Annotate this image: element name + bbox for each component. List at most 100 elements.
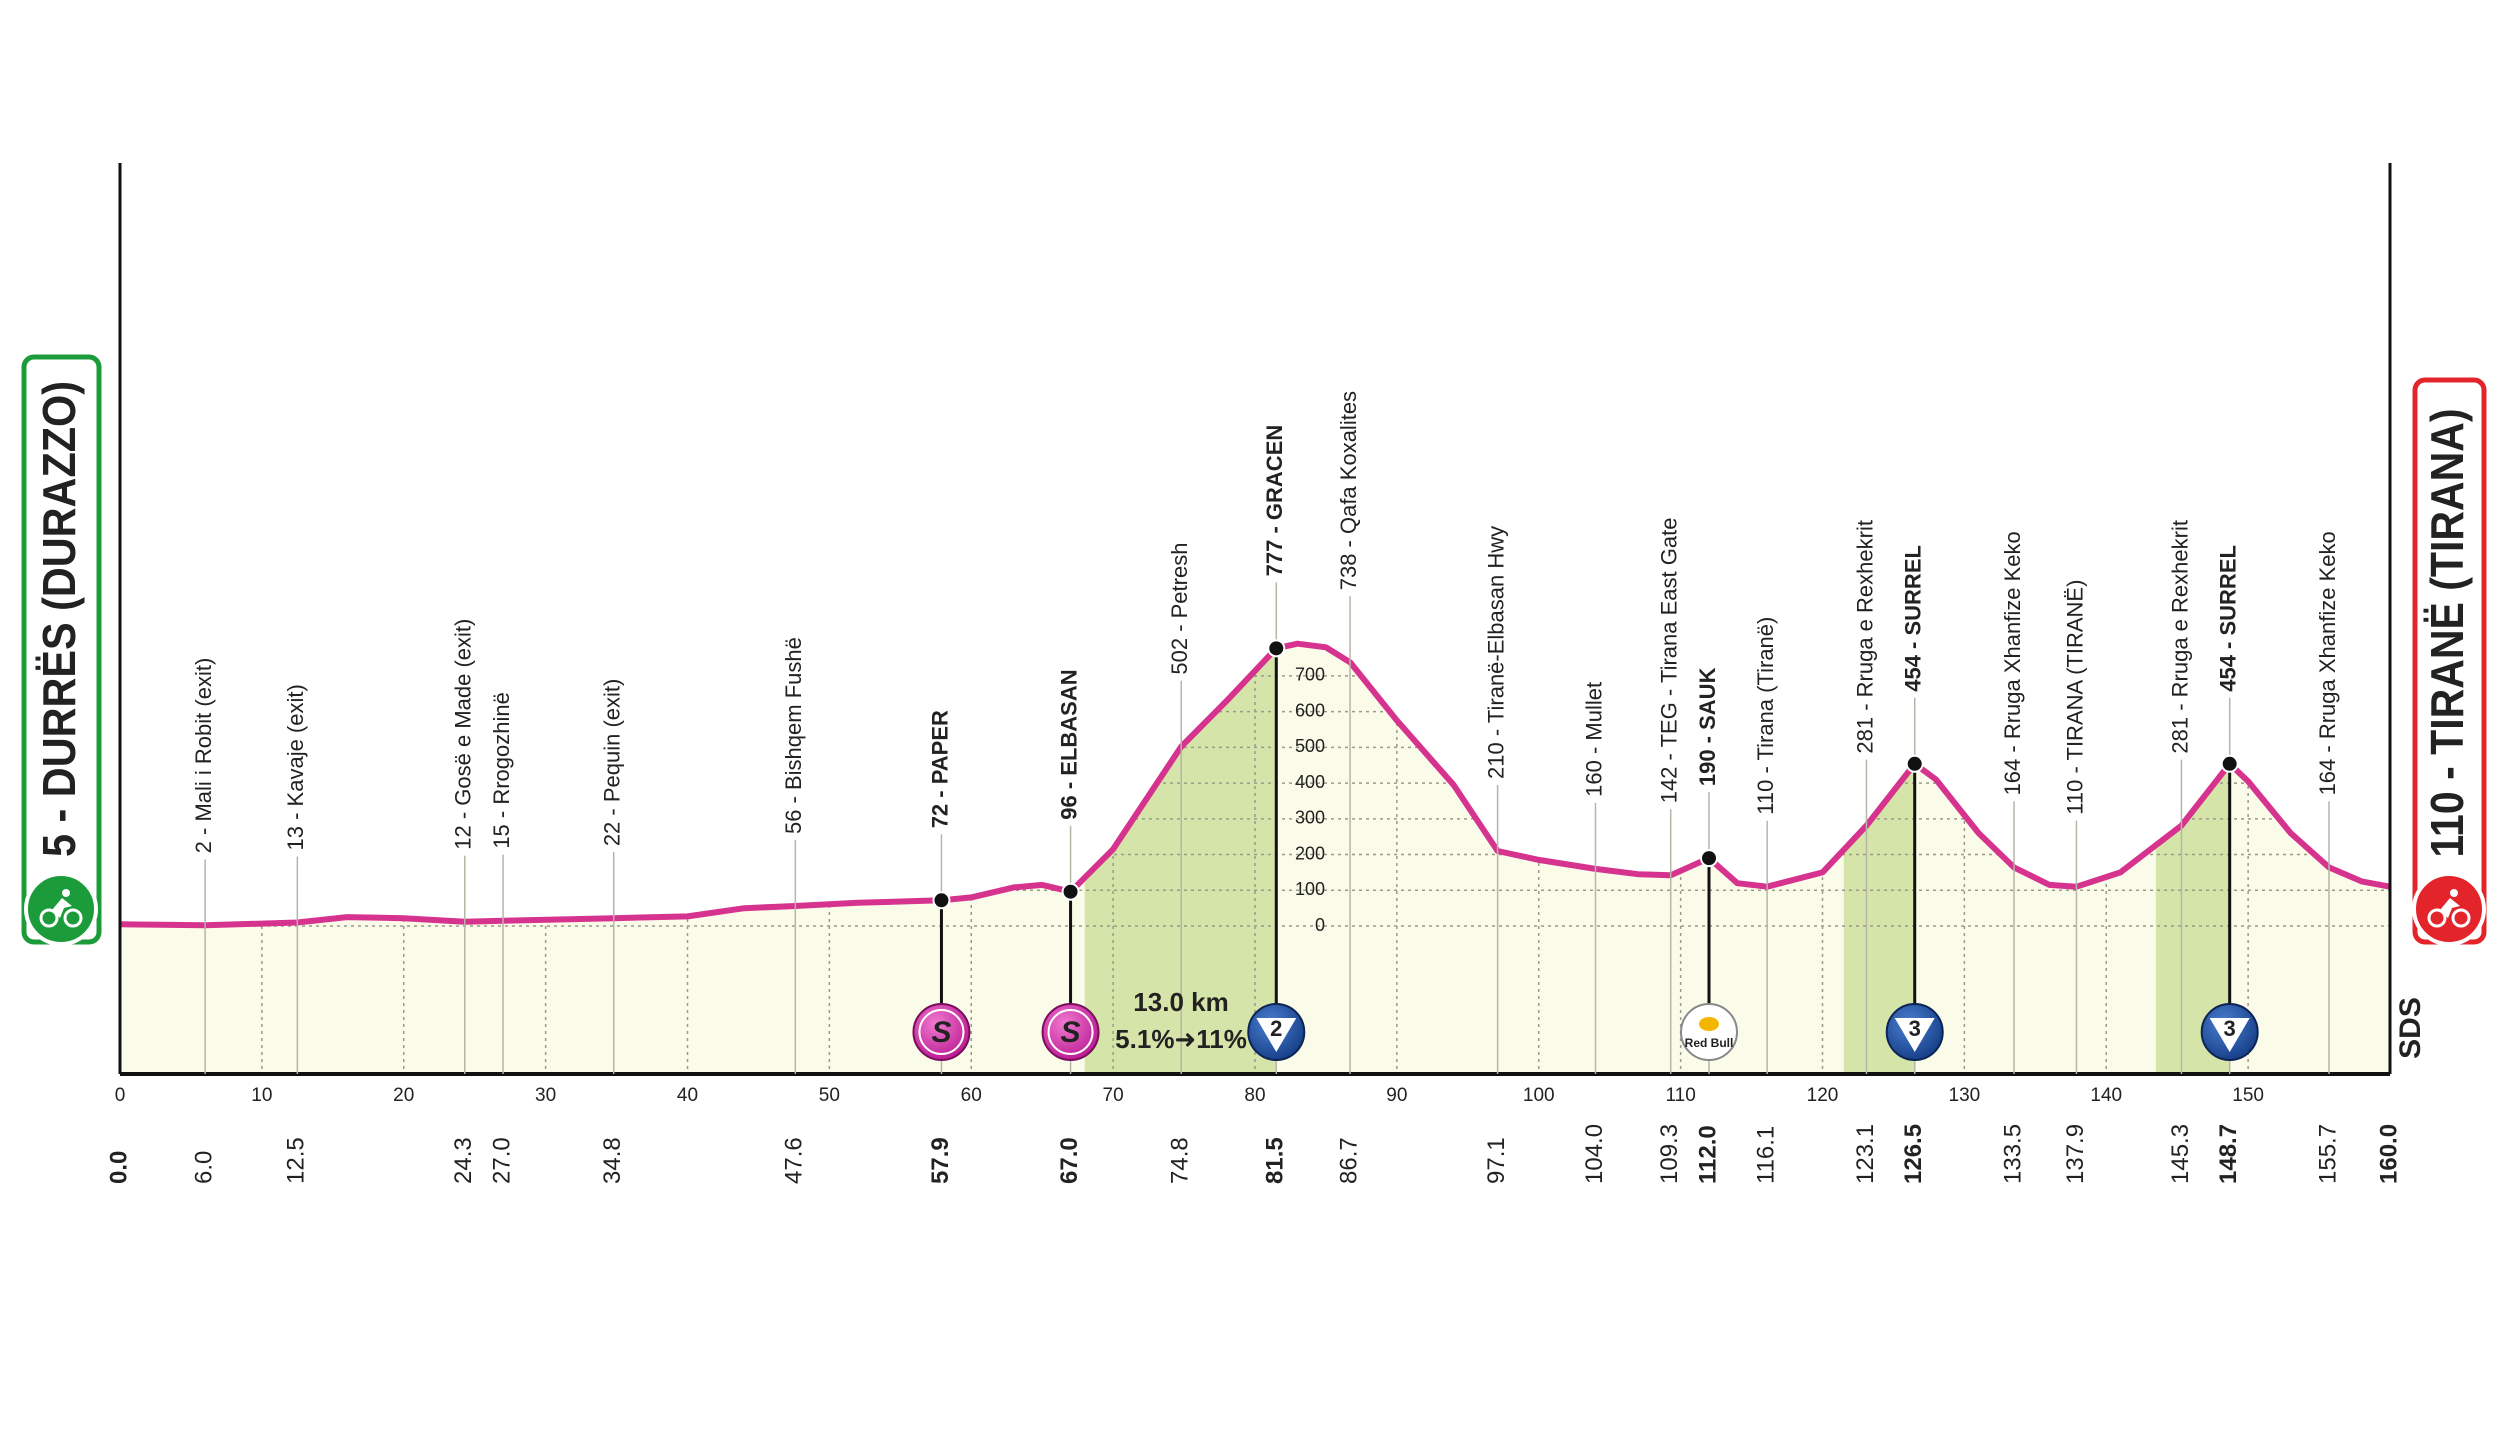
waypoint-name: 164 - Rruga Xhanfize Keko bbox=[2315, 531, 2340, 795]
km-label: 123.1 bbox=[1852, 1124, 1879, 1184]
y-tick-label: 600 bbox=[1295, 700, 1325, 720]
y-tick-label: 500 bbox=[1295, 736, 1325, 756]
waypoint-name: 56 - Bishqem Fushë bbox=[781, 637, 806, 834]
km-label: 27.0 bbox=[488, 1137, 515, 1184]
waypoint-name: 210 - Tiranë-Elbasan Hwy bbox=[1483, 526, 1508, 779]
waypoint-name: 142 - TEG - Tirana East Gate bbox=[1657, 518, 1682, 804]
km-label: 0.0 bbox=[105, 1151, 132, 1184]
km-label: 112.0 bbox=[1694, 1125, 1721, 1184]
km-label: 109.3 bbox=[1656, 1124, 1683, 1184]
cyclist-icon bbox=[2427, 889, 2471, 928]
x-tick-label: 10 bbox=[251, 1085, 272, 1106]
x-tick-label: 60 bbox=[961, 1085, 982, 1106]
x-tick-label: 0 bbox=[115, 1085, 126, 1106]
redbull-label: Red Bull bbox=[1685, 1036, 1734, 1050]
km-label: 67.0 bbox=[1056, 1137, 1083, 1184]
waypoint-name: 96 - ELBASAN bbox=[1056, 669, 1081, 819]
waypoint-name: 738 - Qafa Koxalites bbox=[1336, 391, 1361, 590]
waypoint-name: 15 - Rrogozhinë bbox=[489, 692, 514, 849]
km-label: 12.5 bbox=[283, 1137, 310, 1184]
km-label: 24.3 bbox=[450, 1137, 477, 1184]
kom-label: 3 bbox=[2224, 1016, 2236, 1041]
x-tick-label: 110 bbox=[1665, 1085, 1695, 1106]
sprint-ring bbox=[1047, 1009, 1094, 1055]
waypoint-name: 72 - PAPER bbox=[927, 710, 952, 828]
y-tick-label: 300 bbox=[1295, 808, 1325, 828]
waypoint-name: 110 - TIRANA (TIRANË) bbox=[2062, 580, 2087, 815]
waypoint-name: 281 - Rruga e Rexhekrit bbox=[1852, 520, 1877, 754]
kom-triangle bbox=[2209, 1018, 2250, 1052]
cyclist-icon bbox=[39, 889, 83, 928]
waypoint-name: 160 - Mullet bbox=[1581, 682, 1606, 797]
x-tick-label: 130 bbox=[1949, 1085, 1981, 1106]
logo: SDS bbox=[2394, 997, 2427, 1059]
redbull-icon bbox=[1680, 1003, 1738, 1061]
plot: 0 100 200 300 400 500 600 700 0 10 20 30 40 50 60 70 80 9… bbox=[105, 163, 2402, 1184]
start-label: 5 - DURRËS (DURAZZO) bbox=[33, 381, 85, 857]
km-label: 6.0 bbox=[190, 1151, 217, 1184]
waypoint-dot bbox=[1267, 639, 1286, 658]
km-label: 116.1 bbox=[1753, 1126, 1780, 1184]
waypoint-name: 12 - Gosë e Made (exit) bbox=[451, 619, 476, 850]
y-tick-label: 0 bbox=[1315, 915, 1325, 935]
sprint-label: S bbox=[1061, 1016, 1081, 1049]
kom-triangle bbox=[1256, 1018, 1297, 1052]
y-tick-label: 400 bbox=[1295, 772, 1325, 792]
sprint-ring bbox=[918, 1009, 965, 1055]
sprint-icon bbox=[1041, 1003, 1100, 1061]
x-tick-label: 120 bbox=[1807, 1085, 1839, 1106]
y-tick-label: 700 bbox=[1295, 665, 1325, 685]
waypoint-name: 454 - SURREL bbox=[2215, 545, 2240, 692]
x-tick-label: 20 bbox=[393, 1085, 414, 1106]
x-tick-label: 140 bbox=[2090, 1085, 2122, 1106]
km-label: 97.1 bbox=[1483, 1137, 1510, 1184]
km-label: 148.7 bbox=[2215, 1124, 2242, 1184]
waypoint-dot bbox=[2220, 754, 2239, 773]
x-tick-label: 90 bbox=[1386, 1085, 1407, 1106]
redbull-sun bbox=[1699, 1017, 1719, 1031]
kom-triangle bbox=[1894, 1018, 1935, 1052]
waypoint-name: 281 - Rruga e Rexhekrit bbox=[2167, 520, 2192, 754]
waypoint-name: 110 - Tirana (Tiranë) bbox=[1753, 617, 1778, 815]
climb-note: 5.1%➜11% bbox=[1115, 1024, 1247, 1054]
waypoint-name: 777 - GRACEN bbox=[1262, 425, 1287, 577]
finish-label: 110 - TIRANË (TIRANA) bbox=[2421, 409, 2473, 858]
waypoint-name: 13 - Kavaje (exit) bbox=[283, 684, 308, 850]
waypoint-name: 502 - Petresh bbox=[1167, 543, 1192, 675]
sprint-icon bbox=[912, 1003, 971, 1061]
x-tick-label: 30 bbox=[535, 1085, 556, 1106]
km-label: 160.0 bbox=[2375, 1124, 2402, 1184]
km-label: 86.7 bbox=[1335, 1137, 1362, 1184]
waypoint-dot bbox=[932, 891, 951, 910]
km-label: 137.9 bbox=[2062, 1124, 2089, 1184]
climb-note: 13.0 km bbox=[1133, 987, 1228, 1017]
km-label: 104.0 bbox=[1581, 1124, 1608, 1184]
waypoint-name: 22 - Pequin (exit) bbox=[600, 679, 625, 847]
x-tick-label: 80 bbox=[1244, 1085, 1265, 1106]
waypoint-dot bbox=[1700, 849, 1718, 868]
x-tick-label: 70 bbox=[1103, 1085, 1124, 1106]
y-tick-label: 100 bbox=[1295, 879, 1325, 899]
km-label: 145.3 bbox=[2167, 1124, 2194, 1184]
km-label: 74.8 bbox=[1167, 1137, 1194, 1184]
profile-line bbox=[119, 640, 2391, 929]
x-tick-label: 100 bbox=[1523, 1085, 1555, 1106]
km-label: 133.5 bbox=[1999, 1124, 2026, 1184]
km-label: 47.6 bbox=[781, 1137, 808, 1184]
x-tick-label: 40 bbox=[677, 1085, 698, 1106]
waypoint-name: 190 - SAUK bbox=[1695, 667, 1720, 786]
kom-label: 3 bbox=[1909, 1016, 1921, 1041]
waypoint-name: 454 - SURREL bbox=[1901, 545, 1926, 692]
x-tick-label: 50 bbox=[819, 1085, 840, 1106]
waypoint-dot bbox=[1061, 882, 1080, 901]
km-label: 81.5 bbox=[1262, 1137, 1289, 1184]
y-tick-label: 200 bbox=[1295, 843, 1325, 863]
km-label: 126.5 bbox=[1900, 1124, 1927, 1184]
waypoint-name: 164 - Rruga Xhanfize Keko bbox=[2000, 531, 2025, 795]
waypoint-name: 2 - Mali i Robit (exit) bbox=[191, 658, 216, 854]
km-label: 34.8 bbox=[599, 1137, 626, 1184]
kom-label: 2 bbox=[1270, 1016, 1282, 1041]
x-tick-label: 150 bbox=[2232, 1085, 2264, 1106]
km-label: 57.9 bbox=[927, 1137, 954, 1184]
waypoint-dot bbox=[1905, 754, 1924, 773]
